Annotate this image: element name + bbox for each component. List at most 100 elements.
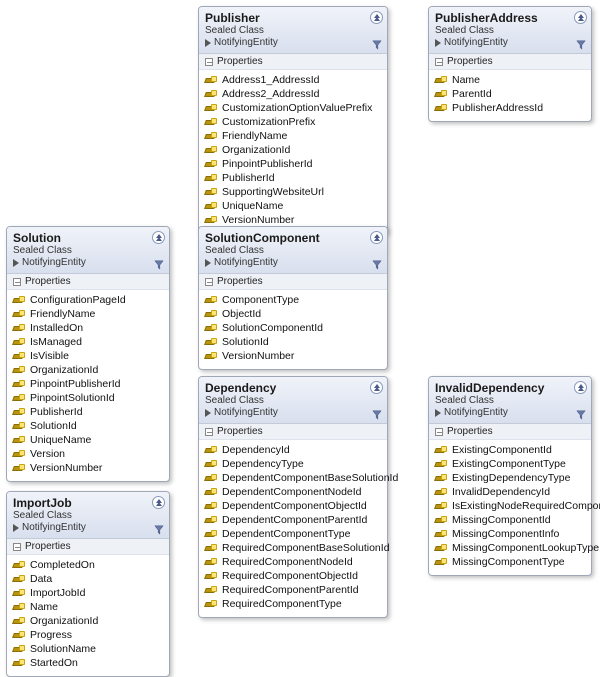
- collapse-icon[interactable]: [370, 231, 383, 244]
- property-item[interactable]: Name: [435, 73, 585, 87]
- property-item[interactable]: Address1_AddressId: [205, 73, 381, 87]
- collapse-icon[interactable]: [370, 381, 383, 394]
- property-item[interactable]: DependentComponentType: [205, 527, 381, 541]
- property-item[interactable]: ExistingComponentType: [435, 457, 585, 471]
- filter-icon[interactable]: [372, 410, 382, 420]
- property-icon: [13, 450, 25, 458]
- property-item[interactable]: DependentComponentObjectId: [205, 499, 381, 513]
- properties-section-header[interactable]: Properties: [7, 274, 169, 290]
- property-item[interactable]: FriendlyName: [13, 307, 163, 321]
- property-item[interactable]: MissingComponentId: [435, 513, 585, 527]
- property-icon: [205, 202, 217, 210]
- property-item[interactable]: PinpointPublisherId: [13, 377, 163, 391]
- properties-section-header[interactable]: Properties: [199, 274, 387, 290]
- collapse-icon[interactable]: [370, 11, 383, 24]
- property-icon: [435, 558, 447, 566]
- property-icon: [205, 572, 217, 580]
- property-item[interactable]: ImportJobId: [13, 586, 163, 600]
- property-item[interactable]: UniqueName: [13, 433, 163, 447]
- property-item[interactable]: OrganizationId: [13, 363, 163, 377]
- inherit-label: NotifyingEntity: [214, 407, 278, 418]
- entity-title: InvalidDependency: [435, 381, 585, 395]
- property-item[interactable]: CustomizationPrefix: [205, 115, 381, 129]
- property-item[interactable]: DependentComponentBaseSolutionId: [205, 471, 381, 485]
- property-item[interactable]: VersionNumber: [205, 349, 381, 363]
- property-item[interactable]: RequiredComponentBaseSolutionId: [205, 541, 381, 555]
- property-item[interactable]: SolutionComponentId: [205, 321, 381, 335]
- property-item[interactable]: ConfigurationPageId: [13, 293, 163, 307]
- inherit-label: NotifyingEntity: [22, 257, 86, 268]
- property-item[interactable]: PublisherId: [205, 171, 381, 185]
- entity-header: ImportJobSealed ClassNotifyingEntity: [7, 492, 169, 539]
- property-item[interactable]: DependentComponentNodeId: [205, 485, 381, 499]
- filter-icon[interactable]: [372, 40, 382, 50]
- collapse-icon[interactable]: [574, 11, 587, 24]
- properties-section-header[interactable]: Properties: [429, 424, 591, 440]
- property-item[interactable]: RequiredComponentObjectId: [205, 569, 381, 583]
- property-item[interactable]: OrganizationId: [205, 143, 381, 157]
- properties-section-header[interactable]: Properties: [429, 54, 591, 70]
- property-icon: [13, 645, 25, 653]
- property-icon: [435, 530, 447, 538]
- property-item[interactable]: ComponentType: [205, 293, 381, 307]
- property-item[interactable]: Version: [13, 447, 163, 461]
- property-item[interactable]: SolutionId: [13, 419, 163, 433]
- property-item[interactable]: DependencyType: [205, 457, 381, 471]
- property-name: Data: [30, 573, 52, 585]
- property-item[interactable]: RequiredComponentParentId: [205, 583, 381, 597]
- property-item[interactable]: ParentId: [435, 87, 585, 101]
- property-item[interactable]: RequiredComponentType: [205, 597, 381, 611]
- property-item[interactable]: ExistingComponentId: [435, 443, 585, 457]
- property-item[interactable]: FriendlyName: [205, 129, 381, 143]
- property-item[interactable]: SupportingWebsiteUrl: [205, 185, 381, 199]
- property-item[interactable]: PublisherAddressId: [435, 101, 585, 115]
- property-item[interactable]: Progress: [13, 628, 163, 642]
- properties-section-header[interactable]: Properties: [199, 424, 387, 440]
- property-item[interactable]: ExistingDependencyType: [435, 471, 585, 485]
- property-item[interactable]: RequiredComponentNodeId: [205, 555, 381, 569]
- section-toggle-icon: [205, 428, 213, 436]
- property-item[interactable]: Data: [13, 572, 163, 586]
- property-item[interactable]: IsExistingNodeRequiredComponent: [435, 499, 585, 513]
- filter-icon[interactable]: [576, 410, 586, 420]
- property-item[interactable]: VersionNumber: [13, 461, 163, 475]
- property-item[interactable]: UniqueName: [205, 199, 381, 213]
- property-item[interactable]: SolutionName: [13, 642, 163, 656]
- collapse-icon[interactable]: [152, 496, 165, 509]
- property-item[interactable]: SolutionId: [205, 335, 381, 349]
- property-name: ParentId: [452, 88, 492, 100]
- property-item[interactable]: VersionNumber: [205, 213, 381, 227]
- filter-icon[interactable]: [372, 260, 382, 270]
- property-item[interactable]: PinpointPublisherId: [205, 157, 381, 171]
- entity-solution: SolutionSealed ClassNotifyingEntityPrope…: [6, 226, 170, 482]
- property-item[interactable]: StartedOn: [13, 656, 163, 670]
- filter-icon[interactable]: [154, 525, 164, 535]
- property-item[interactable]: InvalidDependencyId: [435, 485, 585, 499]
- property-item[interactable]: DependencyId: [205, 443, 381, 457]
- property-item[interactable]: Name: [13, 600, 163, 614]
- property-icon: [13, 324, 25, 332]
- property-item[interactable]: IsManaged: [13, 335, 163, 349]
- property-item[interactable]: CustomizationOptionValuePrefix: [205, 101, 381, 115]
- property-item[interactable]: CompletedOn: [13, 558, 163, 572]
- property-item[interactable]: InstalledOn: [13, 321, 163, 335]
- collapse-icon[interactable]: [574, 381, 587, 394]
- property-item[interactable]: MissingComponentLookupType: [435, 541, 585, 555]
- property-item[interactable]: PublisherId: [13, 405, 163, 419]
- properties-section-header[interactable]: Properties: [199, 54, 387, 70]
- property-item[interactable]: MissingComponentInfo: [435, 527, 585, 541]
- property-item[interactable]: DependentComponentParentId: [205, 513, 381, 527]
- property-item[interactable]: PinpointSolutionId: [13, 391, 163, 405]
- entity-subtitle: Sealed Class: [435, 25, 585, 36]
- properties-section-header[interactable]: Properties: [7, 539, 169, 555]
- property-item[interactable]: IsVisible: [13, 349, 163, 363]
- filter-icon[interactable]: [154, 260, 164, 270]
- property-item[interactable]: ObjectId: [205, 307, 381, 321]
- property-item[interactable]: OrganizationId: [13, 614, 163, 628]
- entity-subtitle: Sealed Class: [205, 245, 381, 256]
- entity-inherits: NotifyingEntity: [205, 37, 381, 48]
- filter-icon[interactable]: [576, 40, 586, 50]
- collapse-icon[interactable]: [152, 231, 165, 244]
- property-item[interactable]: Address2_AddressId: [205, 87, 381, 101]
- property-item[interactable]: MissingComponentType: [435, 555, 585, 569]
